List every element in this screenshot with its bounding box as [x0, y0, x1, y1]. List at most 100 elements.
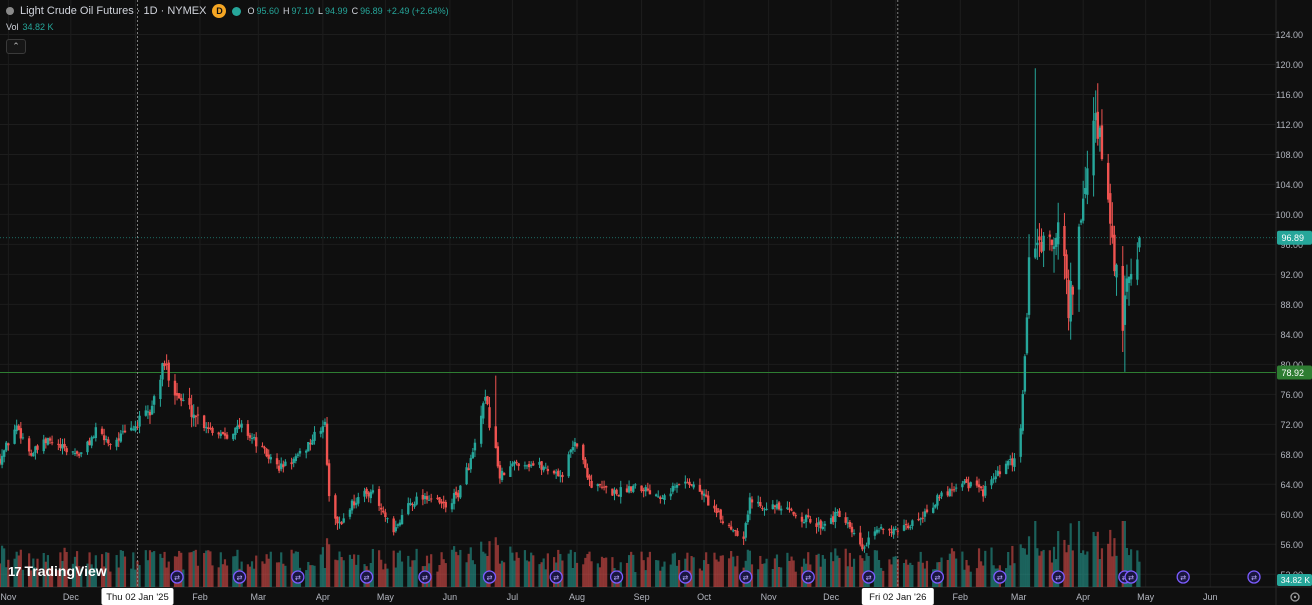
volume-bar — [196, 565, 199, 587]
volume-bar — [540, 562, 543, 587]
volume-bar — [1019, 544, 1022, 587]
volume-bar — [734, 566, 737, 587]
candle-body — [17, 425, 20, 431]
candle-body — [323, 421, 327, 426]
volume-bar — [7, 559, 10, 587]
data-source-badge[interactable]: D — [212, 4, 227, 18]
candle-body — [48, 438, 52, 441]
volume-label[interactable]: Vol — [6, 22, 19, 32]
volume-bar — [786, 552, 789, 587]
volume-bar — [775, 554, 779, 587]
volume-bar — [394, 567, 397, 587]
low-value: 94.99 — [325, 6, 348, 16]
candle-body — [296, 454, 300, 456]
candle-body — [100, 428, 104, 434]
candle-body — [65, 448, 68, 453]
volume-bar — [21, 569, 25, 587]
candle-body — [771, 504, 775, 510]
volume-bar — [763, 563, 766, 587]
candle-body — [1052, 246, 1056, 249]
volume-bar — [1034, 521, 1037, 587]
last-price-tag — [1277, 230, 1312, 245]
candle-body — [34, 446, 37, 453]
candle-body — [136, 426, 139, 428]
candle-body — [252, 436, 256, 439]
volume-bar — [819, 566, 822, 587]
candle-body — [561, 474, 564, 478]
collapse-legend-button[interactable]: ⌃ — [6, 39, 26, 54]
volume-bar — [130, 568, 133, 587]
volume-bar — [1129, 549, 1133, 587]
candle-body — [911, 520, 914, 527]
gear-icon — [1290, 592, 1300, 602]
volume-bar — [686, 552, 689, 587]
candle-body — [844, 517, 847, 523]
volume-legend: Vol 34.82 K — [6, 22, 54, 32]
volume-bar — [861, 558, 864, 587]
volume-bar — [250, 561, 254, 587]
candle-body — [509, 466, 512, 477]
volume-bar — [950, 548, 954, 587]
candle-body — [671, 485, 675, 492]
volume-bar — [165, 567, 168, 587]
volume-bar — [538, 564, 541, 587]
volume-bar — [1080, 553, 1083, 587]
volume-bar — [148, 550, 152, 587]
volume-bar — [513, 560, 516, 587]
candle-body — [675, 484, 679, 488]
candle-body — [775, 504, 779, 509]
y-tick-label: 120.00 — [1275, 60, 1303, 70]
volume-bar — [736, 555, 739, 587]
volume-bar — [571, 567, 574, 587]
candle-body — [263, 447, 266, 449]
x-tick-label: Oct — [697, 592, 712, 602]
candle-body — [357, 497, 360, 504]
candle-body — [975, 480, 979, 486]
x-tick-label: Aug — [569, 592, 585, 602]
volume-bar — [630, 551, 633, 587]
symbol-title[interactable]: Light Crude Oil Futures · 1D · NYMEX — [20, 5, 207, 17]
volume-bar — [582, 564, 585, 587]
volume-bar — [559, 553, 562, 587]
volume-bar — [773, 558, 776, 587]
volume-bar — [717, 561, 720, 587]
candle-body — [936, 495, 939, 506]
candle-body — [438, 497, 441, 503]
volume-bar — [121, 550, 125, 587]
volume-bar — [644, 570, 647, 587]
candle-body — [719, 509, 722, 520]
candle-body — [459, 485, 462, 498]
candle-body — [502, 472, 506, 476]
volume-bar — [90, 564, 93, 587]
candle-body — [742, 536, 745, 539]
candle-body — [654, 494, 658, 497]
market-status-icon — [232, 6, 242, 16]
volume-bar — [1107, 543, 1110, 587]
candle-body — [1048, 234, 1052, 237]
volume-bar — [982, 565, 985, 587]
candle-body — [909, 527, 912, 529]
volume-bar — [409, 566, 412, 587]
candle-body — [386, 518, 389, 520]
candle-body — [5, 442, 8, 451]
volume-bar — [817, 553, 820, 587]
candle-body — [692, 484, 695, 488]
candle-body — [180, 398, 183, 401]
candle-body — [1113, 234, 1116, 272]
volume-bar — [948, 553, 951, 587]
y-tick-label: 72.00 — [1280, 420, 1303, 430]
volume-bar — [307, 561, 310, 587]
tradingview-logo[interactable]: 17 TradingView — [8, 563, 107, 579]
candle-body — [423, 495, 427, 500]
volume-tag — [1277, 574, 1312, 586]
volume-bar — [698, 568, 702, 587]
dividend-event-icon — [482, 570, 497, 584]
volume-bar — [382, 569, 385, 587]
dividend-event-icon — [549, 570, 563, 584]
candle-body — [365, 488, 368, 494]
candle-body — [465, 467, 468, 485]
volume-bar — [759, 555, 762, 587]
event-marker-glyph: ⇄ — [1251, 574, 1257, 582]
